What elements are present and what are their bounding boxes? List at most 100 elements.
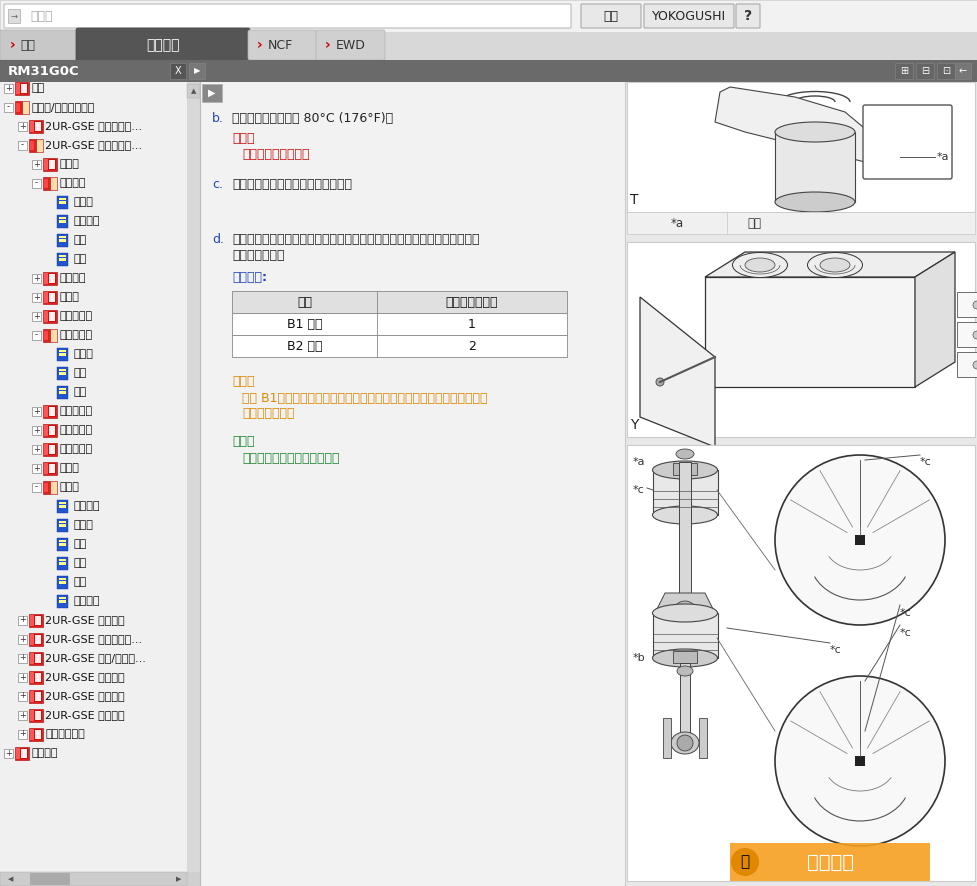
Text: 拆卸: 拆卸 [73,235,86,245]
Bar [18,635,27,644]
Bar [59,388,66,397]
Text: 发动机/混合动力系统: 发动机/混合动力系统 [31,102,95,112]
Bar [49,274,55,283]
Bar [59,394,66,397]
Bar [30,873,70,885]
Bar [43,481,50,494]
Bar [44,463,48,474]
Bar [21,84,27,93]
Text: 搜索: 搜索 [604,10,618,22]
Bar [32,312,41,321]
Text: 逐渐将活塞加热到约 80°C (176°F)。: 逐渐将活塞加热到约 80°C (176°F)。 [232,112,393,125]
Text: ◀: ◀ [8,876,14,882]
Bar [189,63,205,79]
Bar [0,32,977,60]
Bar [680,663,690,738]
Text: 2UR-GSE 排放控制系...: 2UR-GSE 排放控制系... [45,634,142,644]
Bar [18,141,27,150]
Text: +: + [33,463,40,472]
Text: 传动皮带: 传动皮带 [59,178,86,188]
Bar [35,692,41,701]
Bar [43,291,57,304]
Text: 2UR-GSE 起动系统: 2UR-GSE 起动系统 [45,710,125,720]
Bar [49,407,55,416]
Bar [59,561,66,562]
Text: 提示：: 提示： [232,435,254,448]
Bar [29,652,43,665]
Bar [48,311,56,322]
Text: B1 活塞: B1 活塞 [287,317,322,330]
Text: ⊞: ⊞ [900,66,908,76]
Bar [44,311,48,322]
Text: 概述: 概述 [31,83,44,93]
Text: 切口: 切口 [747,216,761,229]
Bar [202,84,222,102]
Text: d.: d. [212,233,224,246]
Bar [43,424,57,437]
Text: 气缸盖: 气缸盖 [59,463,79,473]
Bar [59,599,66,600]
Bar [4,103,13,112]
Bar [48,444,56,455]
Bar [44,292,48,303]
Text: +: + [20,729,26,739]
Ellipse shape [653,649,717,667]
Bar [57,519,68,532]
Bar [16,83,20,94]
Circle shape [731,848,759,876]
Text: 修理手册: 修理手册 [147,38,180,52]
Text: ?: ? [743,9,752,23]
Bar [43,405,57,418]
Text: 曲轴前油封: 曲轴前油封 [59,330,92,340]
Bar [59,200,66,201]
Bar [59,540,66,549]
FancyBboxPatch shape [736,4,760,28]
Text: 巡航控制系统: 巡航控制系统 [45,729,85,739]
Bar [30,121,34,132]
Bar [18,730,27,739]
Text: *c: *c [830,645,842,655]
Bar [34,615,42,626]
Text: 安装: 安装 [73,387,86,397]
Text: +: + [33,159,40,168]
Text: -: - [35,483,38,492]
Circle shape [973,301,977,309]
Bar [57,500,68,513]
Bar [170,63,186,79]
Text: 车上检查: 车上检查 [73,216,100,226]
Bar [44,406,48,417]
Text: +: + [20,711,26,719]
Ellipse shape [775,192,855,212]
Ellipse shape [808,253,863,277]
Circle shape [973,331,977,339]
Bar [8,9,20,23]
Bar [0,872,200,886]
Text: 务必佩戴保护手套。: 务必佩戴保护手套。 [242,148,310,161]
Bar [44,179,48,188]
Bar [4,84,13,93]
Text: +: + [20,634,26,643]
Text: ▶: ▶ [208,88,216,98]
Bar [35,635,41,644]
Text: +: + [20,672,26,681]
Text: 1: 1 [468,317,476,330]
Bar [16,103,20,112]
Bar [59,502,66,511]
Text: 2UR-GSE 润滑系统: 2UR-GSE 润滑系统 [45,691,125,701]
Circle shape [973,361,977,369]
Bar [59,219,66,220]
Bar [59,257,66,258]
Bar [49,445,55,454]
Text: ▲: ▲ [191,88,196,94]
Text: 警告：: 警告： [232,132,254,145]
Bar [32,160,41,169]
Bar [44,425,48,436]
Bar [34,710,42,721]
Bar [29,671,43,684]
Bar [653,470,718,515]
Text: b.: b. [212,112,224,125]
Text: *a: *a [633,457,646,467]
Bar [30,141,34,150]
Bar [43,158,57,171]
Bar [32,483,41,492]
